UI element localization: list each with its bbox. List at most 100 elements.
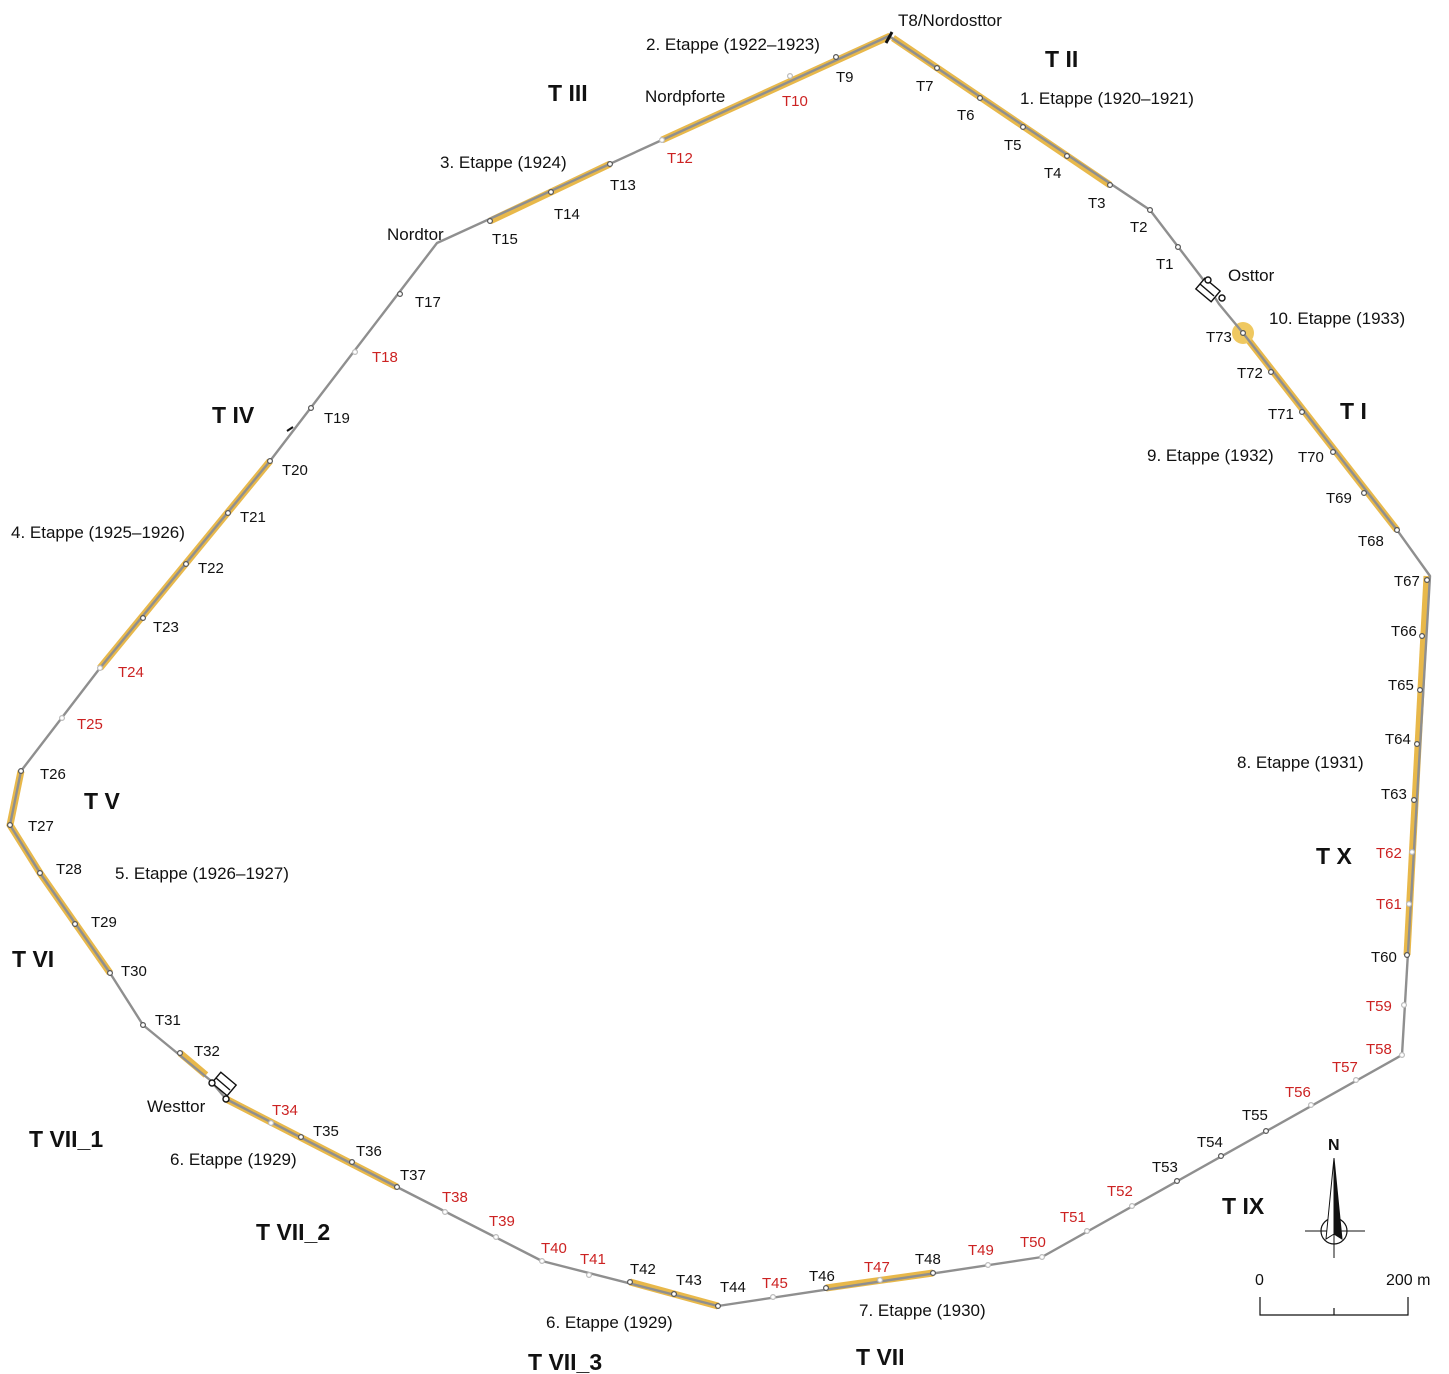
tower-label-t18: T18 — [372, 349, 398, 366]
scale-label-start: 0 — [1255, 1272, 1264, 1289]
tower-marker-t34 — [268, 1119, 275, 1126]
tower-marker-t71 — [1298, 409, 1305, 416]
tower-marker-t54 — [1217, 1152, 1224, 1159]
tower-label-t46: T46 — [809, 1268, 835, 1285]
tower-label-t6: T6 — [957, 107, 975, 124]
tower-marker-t21 — [225, 510, 232, 517]
section-label-t7-1: T VII_1 — [29, 1126, 103, 1152]
scale-label-end: 200 m — [1386, 1272, 1430, 1289]
tower-marker-t14 — [547, 189, 554, 196]
tower-marker-t56 — [1307, 1101, 1314, 1108]
gate-label-westtor: Westtor — [147, 1097, 206, 1116]
stage-band-8 — [1403, 575, 1431, 956]
tower-label-t35: T35 — [313, 1123, 339, 1140]
tower-marker-t65 — [1416, 686, 1423, 693]
section-label-t2: T II — [1045, 46, 1078, 72]
tower-label-t20: T20 — [282, 462, 308, 479]
tower-label-t13: T13 — [610, 177, 636, 194]
tower-marker-t60 — [1403, 951, 1410, 958]
westtor-gate-icon — [208, 1071, 238, 1103]
tower-label-t47: T47 — [864, 1259, 890, 1276]
tower-label-t54: T54 — [1197, 1134, 1223, 1151]
tower-marker-t40 — [538, 1257, 545, 1264]
tower-label-t55: T55 — [1242, 1107, 1268, 1124]
tower-marker-t9 — [832, 53, 839, 60]
osttor-gate-icon — [1194, 276, 1226, 303]
tower-marker-t67 — [1423, 576, 1430, 583]
tower-label-t53: T53 — [1152, 1159, 1178, 1176]
tower-marker-t68 — [1393, 526, 1400, 533]
tower-marker-t43 — [670, 1290, 677, 1297]
tower-label-t49: T49 — [968, 1242, 994, 1259]
section-label-t6: T VI — [12, 946, 54, 972]
section-label-t1: T I — [1340, 398, 1367, 424]
tower-marker-t26 — [18, 767, 25, 774]
tower-label-t25: T25 — [77, 716, 103, 733]
tower-label-t9: T9 — [836, 69, 854, 86]
tower-marker-t18 — [352, 349, 359, 356]
section-label-t7-3: T VII_3 — [528, 1349, 602, 1374]
tower-marker-t31 — [140, 1021, 147, 1028]
tower-label-t12: T12 — [667, 150, 693, 167]
tower-label-t62: T62 — [1376, 845, 1402, 862]
tower-marker-t48 — [929, 1269, 936, 1276]
tower-label-t61: T61 — [1376, 896, 1402, 913]
tower-label-t23: T23 — [153, 619, 179, 636]
tower-label-t70: T70 — [1298, 449, 1324, 466]
tower-markers — [6, 53, 1430, 1309]
tower-marker-t72 — [1267, 369, 1274, 376]
tower-label-t57: T57 — [1332, 1059, 1358, 1076]
tower-label-t51: T51 — [1060, 1209, 1086, 1226]
tower-marker-t59 — [1400, 1001, 1407, 1008]
tower-label-t38: T38 — [442, 1189, 468, 1206]
tower-marker-t57 — [1352, 1076, 1359, 1083]
section-label-t4: T IV — [212, 402, 255, 428]
tower-label-t44: T44 — [720, 1279, 746, 1296]
tower-marker-t30 — [106, 969, 113, 976]
tower-marker-t2 — [1146, 207, 1153, 214]
tower-label-t2: T2 — [1130, 219, 1148, 236]
stage-band-6a-west — [177, 1050, 209, 1078]
tower-marker-t19 — [308, 405, 315, 412]
tower-marker-t24 — [96, 664, 103, 671]
tower-marker-t22 — [183, 560, 190, 567]
tower-label-t4: T4 — [1044, 165, 1062, 182]
nordosttor-mark — [884, 31, 894, 44]
tower-label-t27: T27 — [28, 818, 54, 835]
tower-marker-t41 — [585, 1271, 592, 1278]
tower-label-t64: T64 — [1385, 731, 1411, 748]
tower-label-t63: T63 — [1381, 786, 1407, 803]
tower-marker-t15 — [487, 218, 494, 225]
north-arrow-icon: N — [1305, 1137, 1365, 1258]
tower-label-t48: T48 — [915, 1251, 941, 1268]
tower-label-t43: T43 — [676, 1272, 702, 1289]
tower-marker-t37 — [394, 1183, 401, 1190]
tower-label-t29: T29 — [91, 914, 117, 931]
stage-label-3: 3. Etappe (1924) — [440, 153, 567, 172]
gate-label-osttor: Osttor — [1228, 266, 1275, 285]
tower-label-t37: T37 — [400, 1167, 426, 1184]
tower-marker-t47 — [876, 1276, 883, 1283]
tower-marker-t20 — [267, 458, 274, 465]
tower-marker-t42 — [626, 1278, 633, 1285]
tower-label-t5: T5 — [1004, 137, 1022, 154]
tower-label-t60: T60 — [1371, 949, 1397, 966]
stage-label-9: 9. Etappe (1932) — [1147, 446, 1274, 465]
tower-marker-t63 — [1410, 796, 1417, 803]
tower-label-t71: T71 — [1268, 406, 1294, 423]
tower-label-t36: T36 — [356, 1143, 382, 1160]
tower-marker-t23 — [140, 614, 147, 621]
section-label-t10: T X — [1316, 843, 1352, 869]
tower-label-t7: T7 — [916, 78, 934, 95]
tower-marker-t61 — [1405, 900, 1412, 907]
tower-label-t68: T68 — [1358, 533, 1384, 550]
tower-marker-t32 — [177, 1049, 184, 1056]
stage-label-2: 2. Etappe (1922–1923) — [646, 35, 820, 54]
section-label-t5: T V — [84, 788, 120, 814]
gate-label-nordosttor: T8/Nordosttor — [898, 11, 1002, 30]
tower-marker-t28 — [36, 869, 43, 876]
tower-label-t32: T32 — [194, 1043, 220, 1060]
tower-marker-t64 — [1413, 740, 1420, 747]
tower-label-t28: T28 — [56, 861, 82, 878]
